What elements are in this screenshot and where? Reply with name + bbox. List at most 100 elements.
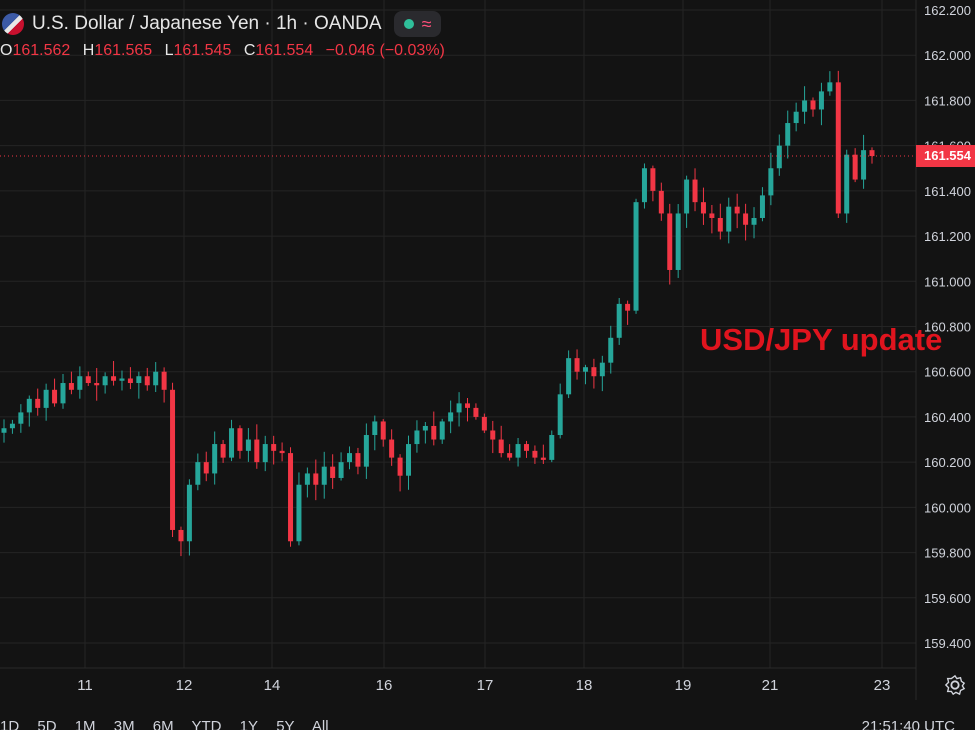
candle-body — [861, 150, 867, 180]
candle-body — [330, 466, 336, 478]
utc-clock[interactable]: 21:51:40 UTC — [861, 718, 955, 730]
range-1y-button[interactable]: 1Y — [239, 718, 259, 730]
range-1m-button[interactable]: 1M — [74, 718, 96, 730]
candle-body — [338, 462, 344, 478]
candle-body — [591, 367, 597, 377]
candle-body — [717, 217, 723, 232]
us-flag-icon — [2, 13, 24, 35]
candle-body — [372, 421, 378, 436]
y-tick-label: 162.000 — [924, 48, 971, 63]
candle-body — [456, 403, 462, 413]
candle-body — [844, 154, 850, 214]
x-tick-label: 12 — [176, 677, 193, 694]
range-5d-button[interactable]: 5D — [37, 718, 57, 730]
candle-body — [254, 439, 260, 463]
current-price-tag: 161.554 — [916, 145, 975, 167]
candle-body — [743, 213, 749, 225]
candle-body — [1, 428, 7, 433]
candle-body — [827, 82, 833, 92]
range-1d-button[interactable]: 1D — [0, 718, 20, 730]
chart-annotation: USD/JPY update — [700, 322, 943, 357]
chart-header: U.S. Dollar / Japanese Yen · 1h · OANDA … — [0, 10, 442, 38]
candle-body — [540, 457, 546, 460]
gear-icon[interactable] — [944, 674, 966, 696]
range-ytd-button[interactable]: YTD — [191, 718, 222, 730]
candle-body — [675, 213, 681, 270]
candles-group — [1, 70, 875, 557]
y-axis: 162.200162.000161.800161.600161.400161.2… — [915, 0, 971, 700]
status-badges[interactable]: ≈ — [393, 11, 442, 37]
candle-body — [60, 383, 66, 404]
candle-body — [633, 202, 639, 311]
candle-body — [111, 376, 117, 381]
candle-body — [262, 444, 268, 463]
candle-body — [625, 303, 631, 311]
y-tick-label: 161.400 — [924, 184, 971, 199]
range-all-button[interactable]: All — [311, 718, 329, 730]
candle-body — [355, 453, 361, 467]
y-tick-label: 159.400 — [924, 636, 971, 651]
candle-body — [464, 403, 470, 408]
candle-body — [869, 150, 875, 157]
candle-body — [582, 367, 588, 372]
x-tick-label: 19 — [675, 677, 692, 694]
candle-body — [700, 202, 706, 214]
range-toolbar: 1D 5D 1M 3M 6M YTD 1Y 5Y All 21:51:40 UT… — [0, 718, 975, 730]
candle-body — [127, 378, 133, 384]
candle-body — [245, 439, 251, 451]
candle-body — [802, 100, 808, 112]
candle-body — [237, 428, 243, 451]
candle-body — [279, 450, 285, 454]
candle-body — [726, 206, 732, 232]
symbol-title[interactable]: U.S. Dollar / Japanese Yen · 1h · OANDA — [32, 13, 382, 34]
candle-body — [448, 412, 454, 422]
candle-body — [768, 168, 774, 196]
y-tick-label: 159.800 — [924, 546, 971, 561]
candle-body — [271, 444, 277, 451]
candle-body — [835, 82, 841, 214]
range-5y-button[interactable]: 5Y — [276, 718, 295, 730]
candle-body — [43, 389, 49, 408]
candle-body — [203, 462, 209, 474]
candle-body — [406, 444, 412, 476]
candle-body — [641, 168, 647, 203]
candle-body — [658, 190, 664, 214]
indicator-wave-icon: ≈ — [421, 14, 432, 34]
x-tick-label: 21 — [762, 677, 779, 694]
candle-body — [35, 398, 41, 408]
candle-body — [85, 376, 91, 384]
open-label: O — [0, 42, 13, 59]
candle-body — [599, 362, 605, 377]
candle-body — [490, 430, 496, 440]
range-6m-button[interactable]: 6M — [152, 718, 174, 730]
candle-body — [304, 473, 310, 485]
y-tick-label: 161.000 — [924, 274, 971, 289]
candle-body — [532, 450, 538, 458]
y-tick-label: 160.800 — [924, 320, 971, 335]
candle-body — [212, 444, 218, 474]
candle-body — [9, 423, 15, 429]
candle-body — [288, 453, 294, 542]
candle-body — [18, 412, 24, 424]
candle-body — [397, 457, 403, 476]
high-value: 161.565 — [94, 42, 153, 59]
y-tick-label: 159.600 — [924, 591, 971, 606]
x-tick-label: 11 — [77, 677, 93, 694]
candle-body — [195, 462, 201, 485]
candle-body — [785, 123, 791, 146]
range-3m-button[interactable]: 3M — [113, 718, 135, 730]
grid-lines — [0, 0, 916, 668]
candle-body — [178, 529, 184, 542]
candle-body — [650, 168, 656, 191]
candle-body — [692, 179, 698, 203]
candle-body — [852, 154, 858, 180]
candle-body — [498, 439, 504, 454]
candle-body — [776, 145, 782, 169]
x-tick-label: 18 — [576, 677, 593, 694]
candle-body — [566, 358, 572, 395]
candle-body — [296, 484, 302, 542]
candle-body — [52, 389, 58, 404]
high-label: H — [82, 42, 95, 59]
candle-body — [68, 383, 74, 390]
